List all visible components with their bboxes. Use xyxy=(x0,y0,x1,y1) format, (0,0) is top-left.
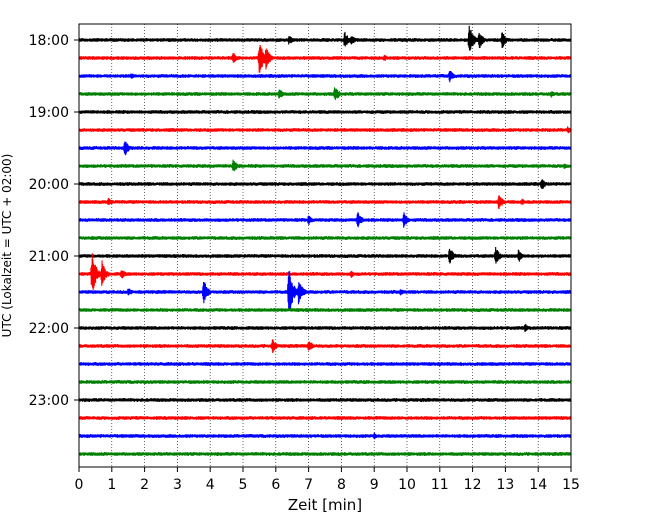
trace-line xyxy=(78,25,572,51)
trace-line xyxy=(78,247,572,264)
trace-line xyxy=(78,432,572,440)
trace-line xyxy=(78,451,572,457)
x-tick-label: 2 xyxy=(140,477,149,493)
trace-line xyxy=(78,159,572,172)
x-tick-label: 11 xyxy=(431,477,449,493)
x-tick-label: 6 xyxy=(271,477,280,493)
x-tick-label: 1 xyxy=(107,477,116,493)
x-gridlines xyxy=(111,24,539,467)
trace-line xyxy=(78,271,572,311)
x-tick-label: 15 xyxy=(562,477,580,493)
y-tick-label: 19:00 xyxy=(29,105,69,121)
x-tick-label: 3 xyxy=(173,477,182,493)
trace-line xyxy=(78,179,572,190)
trace-line xyxy=(78,71,572,83)
plot-frame xyxy=(78,23,572,468)
traces xyxy=(78,25,572,457)
x-tick-label: 5 xyxy=(239,477,248,493)
y-tick-label: 23:00 xyxy=(29,393,69,409)
trace-line xyxy=(78,87,572,100)
y-axis-label: UTC (Lokalzeit = UTC + 02:00) xyxy=(0,154,14,338)
y-tick-label: 20:00 xyxy=(29,177,69,193)
x-tick-label: 4 xyxy=(206,477,215,493)
trace-line xyxy=(78,307,572,313)
x-axis-ticks: 0 1 2 3 4 5 6 7 8 9 10 11 12 13 14 15 xyxy=(75,467,580,493)
trace-line xyxy=(78,379,572,385)
x-tick-label: 0 xyxy=(75,477,84,493)
trace-line xyxy=(78,339,572,353)
trace-line xyxy=(78,212,572,228)
trace-line xyxy=(78,141,572,156)
trace-line xyxy=(78,195,572,210)
x-tick-label: 12 xyxy=(464,477,482,493)
x-axis-label: Zeit [min] xyxy=(288,496,362,514)
x-tick-label: 8 xyxy=(337,477,346,493)
x-tick-label: 10 xyxy=(398,477,416,493)
trace-line xyxy=(78,415,572,421)
trace-line xyxy=(78,126,572,134)
trace-line xyxy=(78,235,572,241)
trace-line xyxy=(78,361,572,367)
y-tick-label: 18:00 xyxy=(29,33,69,49)
x-tick-label: 13 xyxy=(496,477,514,493)
trace-line xyxy=(78,253,572,291)
trace-line xyxy=(78,109,572,115)
x-tick-label: 14 xyxy=(529,477,547,493)
y-tick-label: 22:00 xyxy=(29,321,69,337)
x-tick-label: 7 xyxy=(304,477,313,493)
y-tick-label: 21:00 xyxy=(29,249,69,265)
x-tick-label: 9 xyxy=(370,477,379,493)
trace-line xyxy=(78,44,572,73)
trace-line xyxy=(78,397,572,403)
trace-line xyxy=(78,323,572,332)
y-axis-ticks: 18:00 19:00 20:00 21:00 22:00 23:00 xyxy=(29,33,79,409)
